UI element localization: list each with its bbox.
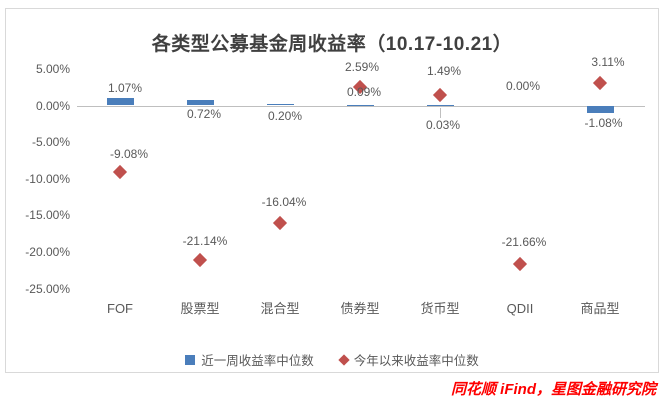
bar-value-label: 0.00% <box>505 79 541 93</box>
legend-item: 今年以来收益率中位数 <box>338 350 479 369</box>
y-axis-tick-label: -15.00% <box>25 208 70 223</box>
diamond-value-label: -21.66% <box>501 235 547 249</box>
data-point-diamond-FOF <box>112 164 128 180</box>
bar-value-label: 0.20% <box>267 109 303 123</box>
chart-frame: 各类型公募基金周收益率（10.17-10.21） 5.00% 0.00% -5.00… <box>5 8 659 373</box>
bar-商品型 <box>586 105 614 114</box>
diamond-value-label: -16.04% <box>261 195 307 209</box>
bar-value-label: 0.72% <box>186 107 222 121</box>
y-axis-tick-label: -25.00% <box>25 281 70 296</box>
bar-货币型 <box>426 105 454 106</box>
bar-value-label: 0.09% <box>346 85 382 99</box>
legend-square-icon <box>185 354 196 365</box>
data-point-diamond-QDII <box>512 256 528 272</box>
bar-混合型 <box>266 104 294 106</box>
chart-title: 各类型公募基金周收益率（10.17-10.21） <box>151 34 513 55</box>
legend-item: 近一周收益率中位数 <box>185 350 314 369</box>
diamond-value-label: 1.49% <box>426 64 462 78</box>
bar-value-label: -1.08% <box>584 116 623 130</box>
bar-FOF <box>106 97 134 106</box>
bar-债券型 <box>346 104 374 106</box>
diamond-value-label: 3.11% <box>591 55 625 69</box>
label-leader-line <box>440 107 441 118</box>
bar-股票型 <box>186 100 214 106</box>
x-axis-category-label: 货币型 <box>420 301 460 316</box>
y-axis-tick-label: 0.00% <box>35 98 70 113</box>
y-axis-tick-label: -5.00% <box>31 135 70 150</box>
source-attribution: 同花顺 iFind，星图金融研究院 <box>451 381 656 398</box>
data-point-diamond-商品型 <box>592 75 608 90</box>
x-axis-category-label: 债券型 <box>340 301 380 316</box>
data-point-diamond-股票型 <box>192 253 208 268</box>
x-axis-category-label: 商品型 <box>580 301 620 316</box>
legend-label: 近一周收益率中位数 <box>201 354 314 368</box>
diamond-value-label: -21.14% <box>182 234 228 248</box>
diamond-value-label: 2.59% <box>344 60 380 74</box>
chart-legend: 近一周收益率中位数 今年以来收益率中位数 <box>6 350 658 369</box>
y-axis-tick-label: -10.00% <box>25 171 70 186</box>
legend-diamond-icon <box>338 353 350 366</box>
x-axis-category-label: 股票型 <box>180 301 220 316</box>
legend-label: 今年以来收益率中位数 <box>353 354 479 368</box>
y-axis-tick-label: -20.00% <box>25 244 70 259</box>
x-axis-category-label: QDII <box>506 301 534 316</box>
data-point-diamond-货币型 <box>432 87 448 102</box>
data-point-diamond-混合型 <box>272 215 288 230</box>
x-axis-line <box>77 105 645 107</box>
x-axis-category-label: FOF <box>107 301 133 316</box>
x-axis-category-label: 混合型 <box>260 301 300 316</box>
diamond-value-label: -9.08% <box>109 147 149 161</box>
bar-value-label: 0.03% <box>425 118 461 132</box>
y-axis-tick-label: 5.00% <box>35 61 70 76</box>
bar-value-label: 1.07% <box>107 81 143 95</box>
